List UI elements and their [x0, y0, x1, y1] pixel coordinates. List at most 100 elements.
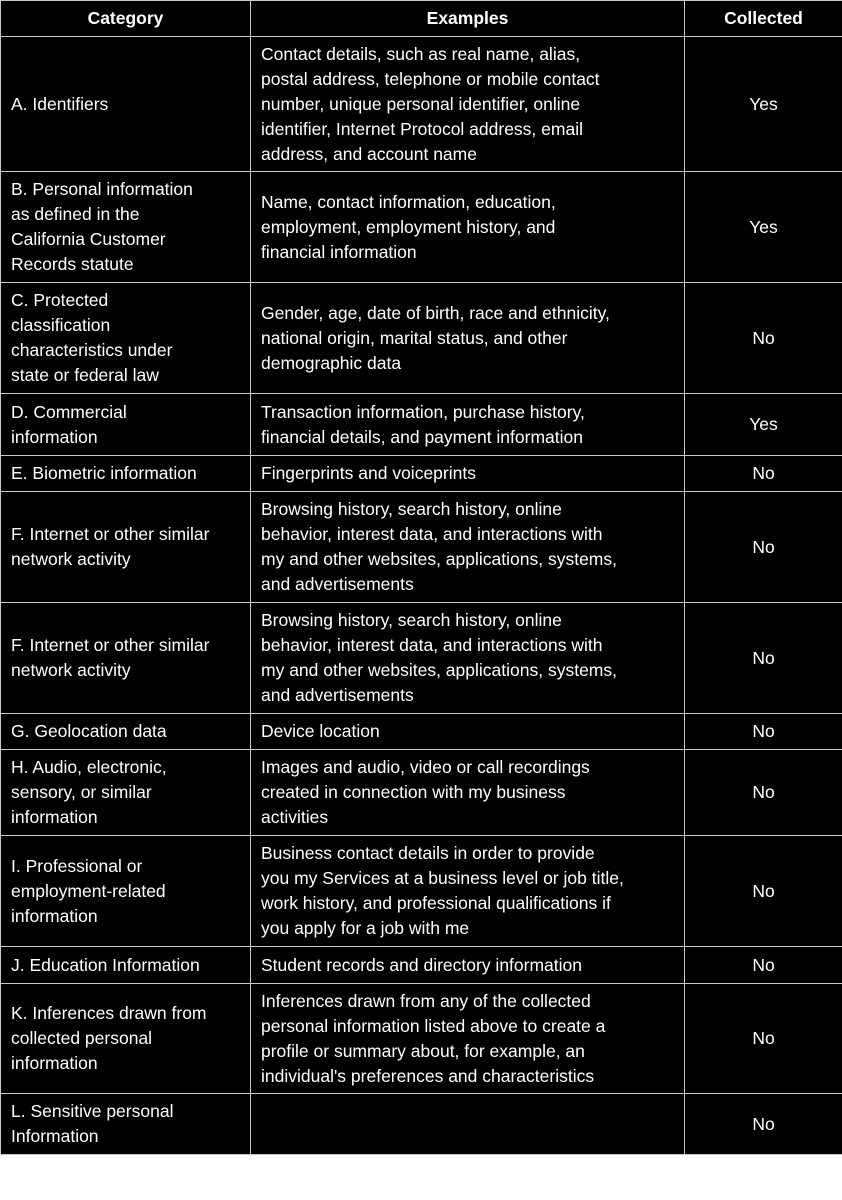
- examples-cell-line: financial information: [261, 241, 417, 262]
- examples-cell: Transaction information, purchase histor…: [250, 393, 685, 456]
- examples-cell: Browsing history, search history, online…: [250, 491, 685, 603]
- category-cell: H. Audio, electronic, sensory, or similar…: [0, 749, 251, 836]
- collected-cell: No: [684, 491, 842, 603]
- examples-cell: Device location: [250, 713, 685, 750]
- category-cell: L. Sensitive personal Information: [0, 1093, 251, 1155]
- examples-cell: Images and audio, video or call recordin…: [250, 749, 685, 836]
- category-cell-line: information: [11, 426, 98, 447]
- examples-cell-line: individual's preferences and characteris…: [261, 1065, 595, 1086]
- category-cell-line: J. Education Information: [11, 954, 200, 975]
- category-cell-line: B. Personal information: [11, 179, 193, 199]
- examples-cell-line: you apply for a job with me: [261, 918, 470, 938]
- table-row: I. Professional or employment-related info…: [0, 835, 842, 947]
- examples-cell-line: employment, employment history, and: [261, 216, 556, 237]
- table-row: E. Biometric information Fingerprints and…: [0, 455, 842, 492]
- collected-cell: No: [684, 946, 842, 984]
- collected-cell: Yes: [684, 36, 842, 172]
- table-row: K. Inferences drawn from collected person…: [0, 983, 842, 1094]
- examples-cell: Gender, age, date of birth, race and eth…: [250, 282, 685, 394]
- category-cell-line: K. Inferences drawn from: [11, 1003, 207, 1023]
- examples-cell-line: and advertisements: [261, 685, 414, 705]
- examples-cell-line: personal information listed above to cre…: [261, 1015, 606, 1036]
- examples-cell-line: demographic data: [261, 352, 402, 373]
- category-cell-line: Information: [11, 1126, 99, 1146]
- category-cell-line: I. Professional or: [11, 855, 143, 876]
- category-cell-line: A. Identifiers: [11, 93, 109, 114]
- collected-cell: No: [684, 1093, 842, 1155]
- examples-cell: Contact details, such as real name, alia…: [250, 36, 685, 172]
- examples-cell-line: Browsing history, search history, online: [261, 499, 562, 519]
- examples-cell-line: financial details, and payment informati…: [261, 426, 583, 447]
- category-cell-line: L. Sensitive personal: [11, 1101, 174, 1121]
- collected-cell: Yes: [684, 393, 842, 456]
- examples-cell-line: Business contact details in order to pro…: [261, 843, 595, 863]
- table-row: L. Sensitive personal Information No: [0, 1093, 842, 1155]
- category-cell-line: employment-related: [11, 880, 166, 901]
- examples-cell: Browsing history, search history, online…: [250, 602, 685, 714]
- category-cell-line: state or federal law: [11, 365, 159, 385]
- category-cell-line: G. Geolocation data: [11, 721, 167, 741]
- collected-cell: No: [684, 713, 842, 750]
- examples-cell-line: created in connection with my business: [261, 782, 566, 802]
- data-categories-table: Category Examples Collected A. Identifie…: [0, 0, 842, 1155]
- examples-cell-line: and advertisements: [261, 574, 414, 594]
- examples-cell-line: you my Services at a business level or j…: [261, 868, 624, 888]
- header-row: Category Examples Collected: [0, 0, 842, 37]
- examples-cell-line: Images and audio, video or call recordin…: [261, 757, 590, 777]
- examples-cell-line: address, and account name: [261, 143, 477, 164]
- collected-cell: No: [684, 455, 842, 492]
- category-cell-line: network activity: [11, 549, 131, 569]
- collected-cell: Yes: [684, 171, 842, 283]
- examples-cell-line: my and other websites, applications, sys…: [261, 660, 617, 680]
- category-cell-line: information: [11, 905, 98, 926]
- table-row: F. Internet or other similar network acti…: [0, 491, 842, 603]
- category-cell-line: California Customer: [11, 229, 166, 249]
- category-cell-line: H. Audio, electronic,: [11, 757, 167, 777]
- examples-cell: Inferences drawn from any of the collect…: [250, 983, 685, 1094]
- table-row: B. Personal information as defined in the…: [0, 171, 842, 283]
- category-cell: G. Geolocation data: [0, 713, 251, 750]
- examples-cell: Name, contact information, education, emp…: [250, 171, 685, 283]
- category-cell-line: classification: [11, 315, 111, 335]
- category-cell: I. Professional or employment-related info…: [0, 835, 251, 947]
- examples-cell: Student records and directory informatio…: [250, 946, 685, 984]
- examples-cell-line: Browsing history, search history, online: [261, 610, 562, 630]
- examples-cell-line: Transaction information, purchase histor…: [261, 401, 585, 422]
- examples-cell-line: my and other websites, applications, sys…: [261, 549, 617, 569]
- category-cell-line: D. Commercial: [11, 401, 127, 422]
- category-cell: A. Identifiers: [0, 36, 251, 172]
- table-row: D. Commercial information Transaction info…: [0, 393, 842, 456]
- header-category: Category: [0, 0, 251, 37]
- category-cell-line: Records statute: [11, 254, 134, 274]
- collected-cell: No: [684, 835, 842, 947]
- collected-cell: No: [684, 282, 842, 394]
- examples-cell-line: Device location: [261, 721, 380, 741]
- category-cell: C. Protected classification characteristic…: [0, 282, 251, 394]
- category-cell-line: network activity: [11, 660, 131, 680]
- category-cell: F. Internet or other similar network acti…: [0, 602, 251, 714]
- category-cell-line: characteristics under: [11, 340, 173, 360]
- table-row: F. Internet or other similar network acti…: [0, 602, 842, 714]
- examples-cell: [250, 1093, 685, 1155]
- collected-cell: No: [684, 749, 842, 836]
- category-cell: E. Biometric information: [0, 455, 251, 492]
- examples-cell-line: Gender, age, date of birth, race and eth…: [261, 302, 610, 323]
- category-cell-line: sensory, or similar: [11, 782, 152, 802]
- examples-cell-line: postal address, telephone or mobile cont…: [261, 68, 600, 89]
- category-cell-line: as defined in the: [11, 204, 140, 224]
- table-row: A. Identifiers Contact details, such as r…: [0, 36, 842, 172]
- collected-cell: No: [684, 983, 842, 1094]
- examples-cell: Business contact details in order to pro…: [250, 835, 685, 947]
- category-cell: F. Internet or other similar network acti…: [0, 491, 251, 603]
- examples-cell: Fingerprints and voiceprints: [250, 455, 685, 492]
- category-cell: B. Personal information as defined in the…: [0, 171, 251, 283]
- table-row: C. Protected classification characteristic…: [0, 282, 842, 394]
- examples-cell-line: Student records and directory informatio…: [261, 954, 582, 975]
- table-row: J. Education Information Student records …: [0, 946, 842, 984]
- category-cell: K. Inferences drawn from collected person…: [0, 983, 251, 1094]
- table-row: G. Geolocation data Device location No: [0, 713, 842, 750]
- category-cell-line: collected personal: [11, 1028, 153, 1048]
- category-cell: D. Commercial information: [0, 393, 251, 456]
- category-cell-line: information: [11, 807, 98, 827]
- examples-cell-line: behavior, interest data, and interaction…: [261, 524, 603, 544]
